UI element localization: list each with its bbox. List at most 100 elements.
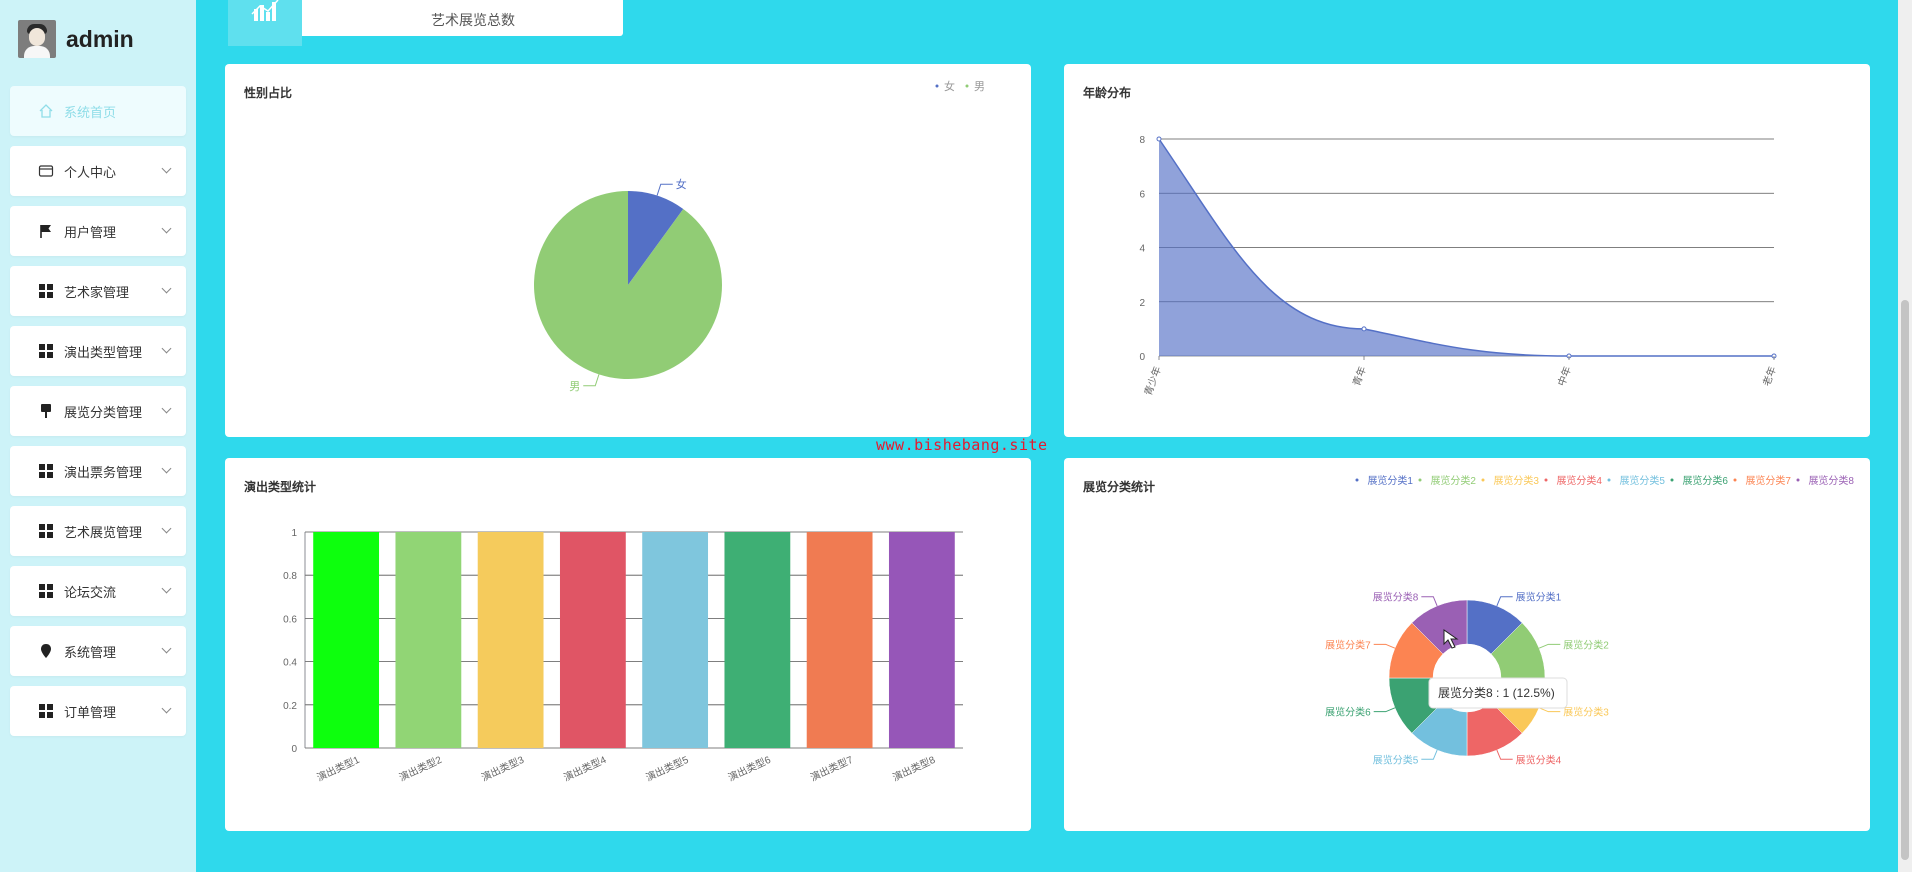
pie-label: 男 — [569, 381, 580, 393]
home-icon — [38, 103, 54, 119]
legend-marker — [1544, 478, 1548, 482]
bar — [806, 532, 873, 748]
donut-label-line — [1496, 596, 1513, 607]
chevron-down-icon — [161, 703, 172, 714]
legend-marker — [1418, 478, 1422, 482]
donut-label-line — [1538, 707, 1561, 713]
legend-label: 展览分类6 — [1682, 474, 1728, 487]
bar — [724, 532, 791, 748]
bar — [477, 532, 544, 748]
legend-label: 展览分类2 — [1430, 474, 1476, 487]
donut-label-line — [1373, 643, 1396, 649]
sidebar-item-3[interactable]: 艺术家管理 — [10, 266, 186, 316]
donut-label-line — [1538, 643, 1561, 649]
sidebar-item-label: 系统管理 — [64, 644, 117, 660]
donut-label-line — [1421, 749, 1438, 760]
legend-marker — [1733, 478, 1737, 482]
donut-label: 展览分类3 — [1563, 706, 1609, 719]
sidebar-item-5[interactable]: 展览分类管理 — [10, 386, 186, 436]
legend-label: 展览分类8 — [1808, 474, 1854, 487]
exhibit-panel: 展览分类统计 展览分类1 展览分类2 展览分类3 展览分类4 展览分类5 展览分类6 展览分… — [1064, 458, 1870, 831]
legend-marker — [1355, 478, 1359, 482]
legend-marker — [1670, 478, 1674, 482]
gender-panel: 性别占比 女男男女 — [225, 64, 1031, 437]
bar — [559, 532, 626, 748]
donut-label-line — [1373, 707, 1396, 713]
y-tick-label: 2 — [1139, 298, 1145, 309]
wallet-icon — [38, 163, 54, 179]
legend-marker — [1481, 478, 1485, 482]
grid-icon — [38, 343, 54, 359]
sidebar-item-label: 个人中心 — [64, 164, 117, 180]
sidebar-item-label: 演出类型管理 — [64, 344, 143, 360]
grid-icon — [38, 463, 54, 479]
show-type-panel: 演出类型统计 0 0.2 0.4 0.6 0.8 1 演出类型1 演出类型2 演出类型3 演出类型… — [225, 458, 1031, 831]
sidebar-item-1[interactable]: 个人中心 — [10, 146, 186, 196]
legend-label: 展览分类5 — [1619, 474, 1665, 487]
chevron-down-icon — [161, 343, 172, 354]
exhibition-total-label: 艺术展览总数 — [431, 12, 515, 28]
legend-label: 展览分类3 — [1493, 474, 1539, 487]
age-area-chart: 0 2 4 6 8 青少年 青年 中年 老年 — [1139, 135, 1779, 398]
avatar[interactable] — [18, 20, 56, 58]
donut-slice — [1411, 599, 1468, 655]
flag-icon — [38, 223, 54, 239]
legend-label: 男 — [974, 81, 985, 93]
x-tick-label: 老年 — [1760, 365, 1779, 388]
donut-label: 展览分类6 — [1325, 706, 1371, 719]
y-tick-label: 0.6 — [283, 614, 297, 625]
sidebar-item-4[interactable]: 演出类型管理 — [10, 326, 186, 376]
sidebar-item-8[interactable]: 论坛交流 — [10, 566, 186, 616]
sidebar-item-2[interactable]: 用户管理 — [10, 206, 186, 256]
legend-marker — [1796, 478, 1800, 482]
sidebar-item-6[interactable]: 演出票务管理 — [10, 446, 186, 496]
chevron-down-icon — [161, 583, 172, 594]
scrollbar[interactable] — [1898, 0, 1912, 872]
legend-label: 展览分类4 — [1556, 474, 1602, 487]
sidebar-item-10[interactable]: 订单管理 — [10, 686, 186, 736]
legend-marker — [965, 84, 969, 88]
donut-label-line — [1496, 749, 1513, 760]
pie-label-line — [583, 374, 600, 387]
sidebar-menu: 系统首页个人中心用户管理艺术家管理演出类型管理展览分类管理 演出票务管理 艺术展览管… — [10, 86, 186, 746]
y-tick-label: 0.8 — [283, 571, 297, 582]
donut-label: 展览分类1 — [1516, 591, 1562, 604]
area-fill — [1159, 139, 1774, 356]
chevron-down-icon — [161, 283, 172, 294]
legend-label: 展览分类1 — [1367, 474, 1413, 487]
y-tick-label: 1 — [291, 528, 297, 539]
x-tick-label: 青少年 — [1141, 365, 1163, 398]
pie-slice — [533, 191, 722, 379]
chevron-down-icon — [161, 463, 172, 474]
panel-title: 性别占比 — [244, 86, 293, 100]
scrollbar-thumb[interactable] — [1901, 300, 1909, 860]
chart-icon — [228, 0, 302, 46]
donut-label: 展览分类7 — [1325, 638, 1371, 651]
pie-slice — [628, 191, 684, 285]
exhibit-donut-chart: 展览分类1 展览分类2 展览分类3 展览分类4 展览分类5 展览分类6 展览分类7 展览分类8… — [1325, 474, 1854, 766]
x-tick-label: 演出类型4 — [561, 753, 608, 784]
watermark: www.bishebang.site — [876, 436, 1048, 454]
show-type-bar-chart: 0 0.2 0.4 0.6 0.8 1 演出类型1 演出类型2 演出类型3 演出类型4 演出类型5 演… — [283, 528, 963, 784]
pie-label: 女 — [676, 177, 687, 191]
x-tick-label: 演出类型2 — [397, 753, 444, 784]
data-point — [1361, 326, 1367, 332]
sidebar-item-0[interactable]: 系统首页 — [10, 86, 186, 136]
location-icon — [38, 643, 54, 659]
x-tick-label: 演出类型5 — [644, 753, 691, 784]
y-tick-label: 0 — [291, 744, 297, 755]
chevron-down-icon — [161, 643, 172, 654]
chevron-down-icon — [161, 523, 172, 534]
chevron-down-icon — [161, 223, 172, 234]
sidebar-item-7[interactable]: 艺术展览管理 — [10, 506, 186, 556]
sidebar-item-label: 用户管理 — [64, 224, 117, 240]
legend-label: 女 — [944, 79, 955, 93]
brush-icon — [38, 403, 54, 419]
x-tick-label: 演出类型1 — [315, 753, 362, 784]
sidebar-item-label: 订单管理 — [64, 704, 117, 720]
x-tick-label: 演出类型7 — [808, 753, 855, 784]
x-tick-label: 演出类型6 — [726, 753, 773, 784]
tooltip-box — [1428, 677, 1568, 709]
sidebar-item-9[interactable]: 系统管理 — [10, 626, 186, 676]
sidebar-item-label: 艺术家管理 — [64, 284, 130, 300]
